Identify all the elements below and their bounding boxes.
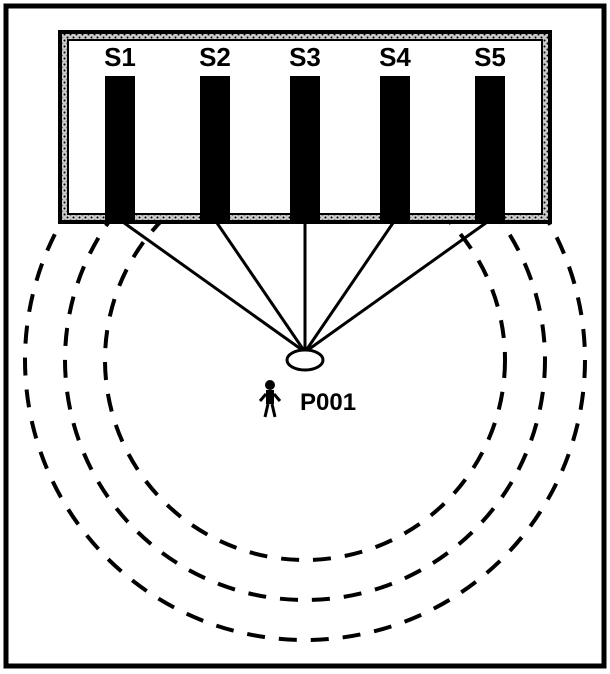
sensor-label-3: S3	[289, 42, 321, 72]
sensor-bar-4	[380, 76, 410, 220]
sensor-label-2: S2	[199, 42, 231, 72]
sensor-bar-5	[475, 76, 505, 220]
point-label: P001	[300, 389, 356, 416]
sensor-label-1: S1	[104, 42, 136, 72]
sensor-label-4: S4	[379, 42, 411, 72]
point-marker	[287, 350, 323, 370]
sensor-label-5: S5	[474, 42, 506, 72]
sensor-bar-2	[200, 76, 230, 220]
sensor-bar-1	[105, 76, 135, 220]
sensor-bar-3	[290, 76, 320, 220]
diagram-canvas: S1 S2 S3 S4 S5 P001	[0, 0, 610, 674]
